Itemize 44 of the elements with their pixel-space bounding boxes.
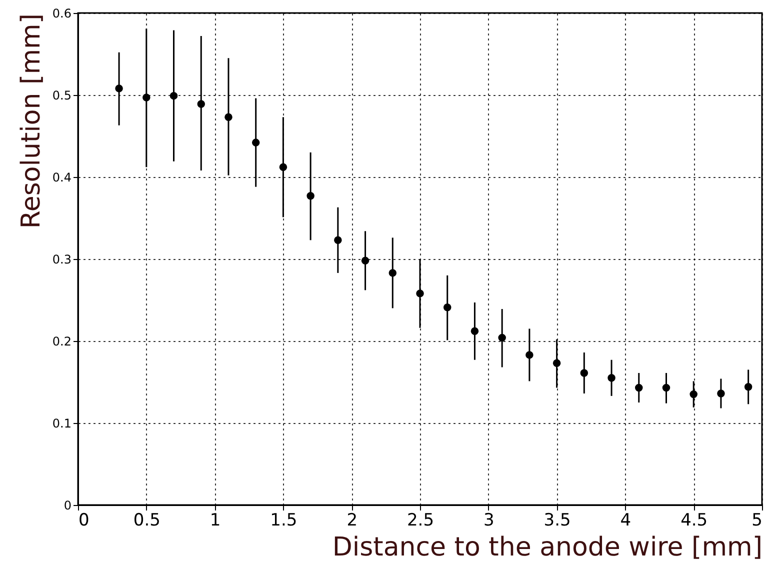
y-tick-label: 0 [64,498,72,512]
point [443,304,452,312]
x-tick-label: 3 [483,510,494,530]
y-tick-label: 0.4 [52,170,72,184]
point [142,94,150,102]
point [470,327,479,336]
point [552,359,561,368]
x-tick-label: 3.5 [544,510,571,530]
point [662,384,670,392]
x-tick-label: 1.5 [270,510,298,530]
y-tick-label: 0.3 [52,252,72,266]
x-tick-label: 4 [620,510,632,530]
point [224,113,232,122]
point [279,163,288,172]
y-axis-title: Resolution [mm] [16,14,46,229]
point [608,374,616,382]
point [635,384,643,392]
point [744,383,752,391]
point [498,334,506,342]
x-tick-label: 2.5 [406,510,434,530]
y-tick-label: 0.5 [52,88,72,102]
point [334,236,342,244]
x-tick-label: 0.5 [133,510,160,530]
x-tick-label: 4.5 [680,510,708,530]
point [306,192,314,200]
x-tick-label: 2 [346,510,358,530]
y-tick-label: 0.2 [52,334,72,348]
point [197,100,205,108]
point [580,369,588,377]
point [361,256,370,265]
y-tick-label: 0.1 [52,416,72,430]
point [252,138,260,146]
point [416,290,424,298]
x-tick-label: 0 [78,510,90,530]
x-tick-label: 5 [752,510,762,530]
point [115,84,123,92]
point [388,269,397,277]
point [717,390,725,398]
point [526,351,534,359]
y-tick-label: 0.6 [52,6,72,20]
x-axis-title: Distance to the anode wire [mm] [332,532,762,562]
point [170,92,178,100]
point [690,390,698,398]
x-tick-label: 1 [210,510,221,530]
